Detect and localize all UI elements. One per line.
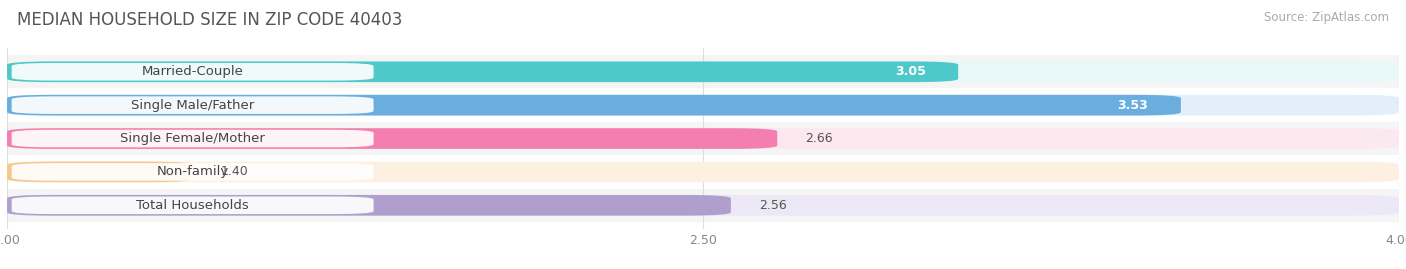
FancyBboxPatch shape xyxy=(7,195,1399,216)
Text: Source: ZipAtlas.com: Source: ZipAtlas.com xyxy=(1264,11,1389,24)
FancyBboxPatch shape xyxy=(11,96,374,114)
FancyBboxPatch shape xyxy=(7,162,193,182)
FancyBboxPatch shape xyxy=(7,189,1399,222)
FancyBboxPatch shape xyxy=(7,195,731,216)
Text: MEDIAN HOUSEHOLD SIZE IN ZIP CODE 40403: MEDIAN HOUSEHOLD SIZE IN ZIP CODE 40403 xyxy=(17,11,402,29)
Text: Married-Couple: Married-Couple xyxy=(142,65,243,78)
Text: 3.53: 3.53 xyxy=(1118,99,1149,112)
FancyBboxPatch shape xyxy=(7,89,1399,122)
FancyBboxPatch shape xyxy=(7,155,1399,189)
FancyBboxPatch shape xyxy=(11,63,374,81)
Text: 2.66: 2.66 xyxy=(806,132,832,145)
FancyBboxPatch shape xyxy=(7,162,1399,182)
FancyBboxPatch shape xyxy=(7,95,1399,115)
FancyBboxPatch shape xyxy=(11,196,374,214)
Text: Total Households: Total Households xyxy=(136,199,249,212)
Text: 1.40: 1.40 xyxy=(221,165,249,178)
FancyBboxPatch shape xyxy=(11,130,374,147)
Text: 3.05: 3.05 xyxy=(894,65,925,78)
FancyBboxPatch shape xyxy=(7,95,1181,115)
FancyBboxPatch shape xyxy=(7,128,1399,149)
FancyBboxPatch shape xyxy=(11,163,374,181)
Text: Non-family: Non-family xyxy=(156,165,229,178)
FancyBboxPatch shape xyxy=(7,61,957,82)
FancyBboxPatch shape xyxy=(7,55,1399,89)
Text: Single Male/Father: Single Male/Father xyxy=(131,99,254,112)
Text: Single Female/Mother: Single Female/Mother xyxy=(120,132,266,145)
FancyBboxPatch shape xyxy=(7,61,1399,82)
FancyBboxPatch shape xyxy=(7,122,1399,155)
FancyBboxPatch shape xyxy=(7,128,778,149)
Text: 2.56: 2.56 xyxy=(759,199,786,212)
